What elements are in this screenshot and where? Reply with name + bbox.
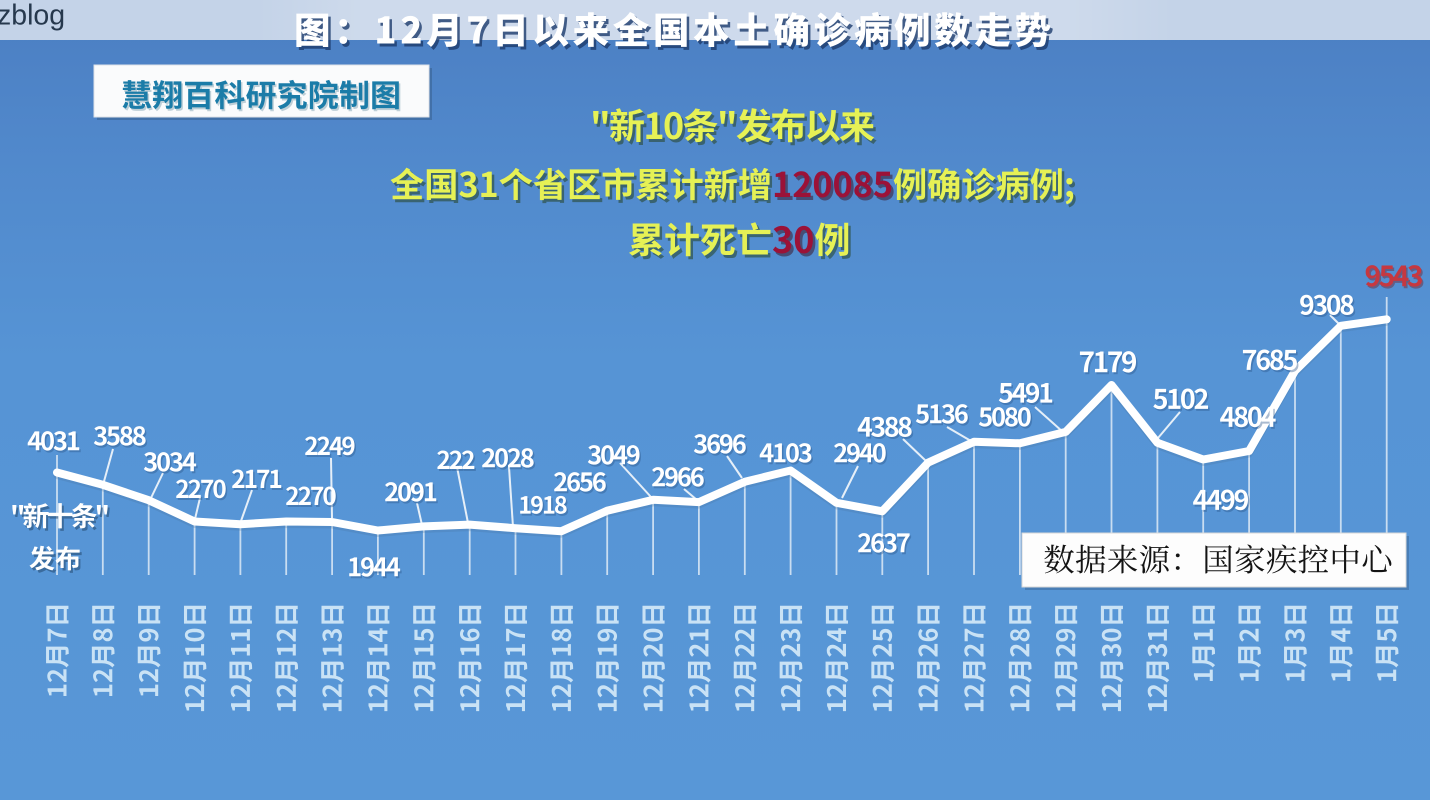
svg-text:zblog: zblog xyxy=(0,0,65,32)
